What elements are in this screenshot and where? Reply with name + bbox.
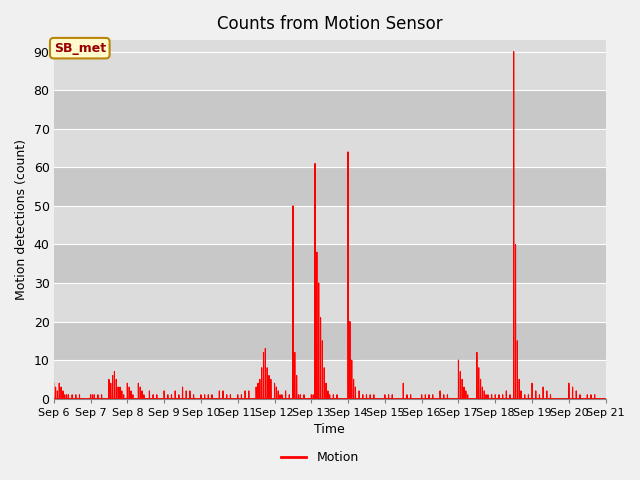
Legend: Motion: Motion: [276, 446, 364, 469]
Bar: [54, 90, 605, 129]
Bar: [54, 360, 605, 398]
Bar: [54, 244, 605, 283]
Bar: [54, 283, 605, 322]
Bar: [54, 129, 605, 168]
Y-axis label: Motion detections (count): Motion detections (count): [15, 139, 28, 300]
Bar: [54, 206, 605, 244]
Title: Counts from Motion Sensor: Counts from Motion Sensor: [217, 15, 442, 33]
X-axis label: Time: Time: [314, 423, 345, 436]
Bar: [54, 322, 605, 360]
Bar: [54, 168, 605, 206]
Text: SB_met: SB_met: [54, 42, 106, 55]
Bar: [54, 52, 605, 90]
